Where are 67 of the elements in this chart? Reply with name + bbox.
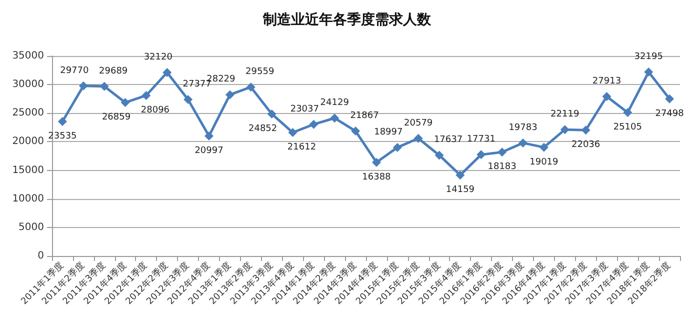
point	[225, 90, 234, 100]
data-label: 21612	[287, 142, 316, 153]
chart-title: 制造业近年各季度需求人数	[262, 11, 432, 28]
point	[665, 94, 674, 104]
point	[58, 117, 67, 126]
point	[498, 148, 507, 157]
point	[434, 150, 444, 160]
point	[518, 138, 528, 148]
y-tick-label: 5000	[18, 222, 44, 233]
data-label: 32120	[144, 52, 173, 62]
data-label: 22119	[550, 110, 580, 120]
point	[456, 170, 465, 180]
data-label: 27498	[655, 108, 684, 119]
data-label: 24852	[248, 124, 278, 134]
point	[539, 142, 548, 152]
point	[78, 81, 88, 90]
data-label: 18997	[374, 127, 403, 138]
point	[309, 120, 318, 129]
y-tick-label: 25000	[12, 108, 44, 119]
y-tick-label: 10000	[12, 193, 44, 204]
data-label: 32195	[634, 52, 663, 62]
data-label: 16388	[362, 172, 392, 182]
y-tick-label: 15000	[12, 164, 44, 176]
data-label: 14159	[446, 185, 475, 196]
data-label: 17731	[466, 134, 496, 145]
data-label: 19019	[530, 157, 559, 168]
point	[581, 126, 590, 135]
data-label: 21867	[350, 111, 379, 122]
y-tick-label: 20000	[12, 136, 44, 148]
data-label: 24129	[320, 98, 350, 108]
point	[602, 92, 612, 101]
data-label: 20579	[404, 118, 433, 128]
data-label: 26859	[102, 112, 131, 123]
point	[162, 68, 172, 77]
data-label: 22036	[571, 140, 600, 150]
point	[330, 114, 340, 123]
point	[414, 134, 423, 143]
point	[288, 128, 298, 138]
y-tick-label: 0	[38, 250, 44, 262]
data-label: 17637	[434, 135, 463, 146]
point	[120, 98, 130, 108]
data-label: 20997	[194, 146, 224, 156]
point	[560, 125, 570, 134]
data-label: 29770	[60, 66, 89, 76]
y-tick-label: 30000	[12, 79, 44, 90]
point	[142, 90, 151, 100]
point	[372, 158, 381, 167]
data-label: 18183	[488, 162, 516, 172]
point	[392, 142, 402, 152]
data-label: 25105	[613, 122, 642, 133]
point	[246, 82, 256, 92]
point	[184, 95, 193, 104]
point	[267, 109, 276, 118]
point	[623, 108, 632, 118]
data-label: 19783	[508, 122, 538, 133]
point	[476, 150, 486, 160]
data-label: 23037	[290, 104, 319, 114]
data-label: 27377	[182, 80, 212, 90]
data-label: 28096	[140, 105, 170, 116]
y-tick-label: 35000	[12, 50, 44, 62]
data-label: 27913	[592, 76, 622, 86]
data-label: 23535	[48, 132, 77, 142]
point	[204, 132, 214, 141]
data-label: 29559	[246, 67, 274, 78]
point	[644, 68, 654, 77]
data-label: 29689	[99, 66, 128, 76]
point	[351, 126, 360, 136]
